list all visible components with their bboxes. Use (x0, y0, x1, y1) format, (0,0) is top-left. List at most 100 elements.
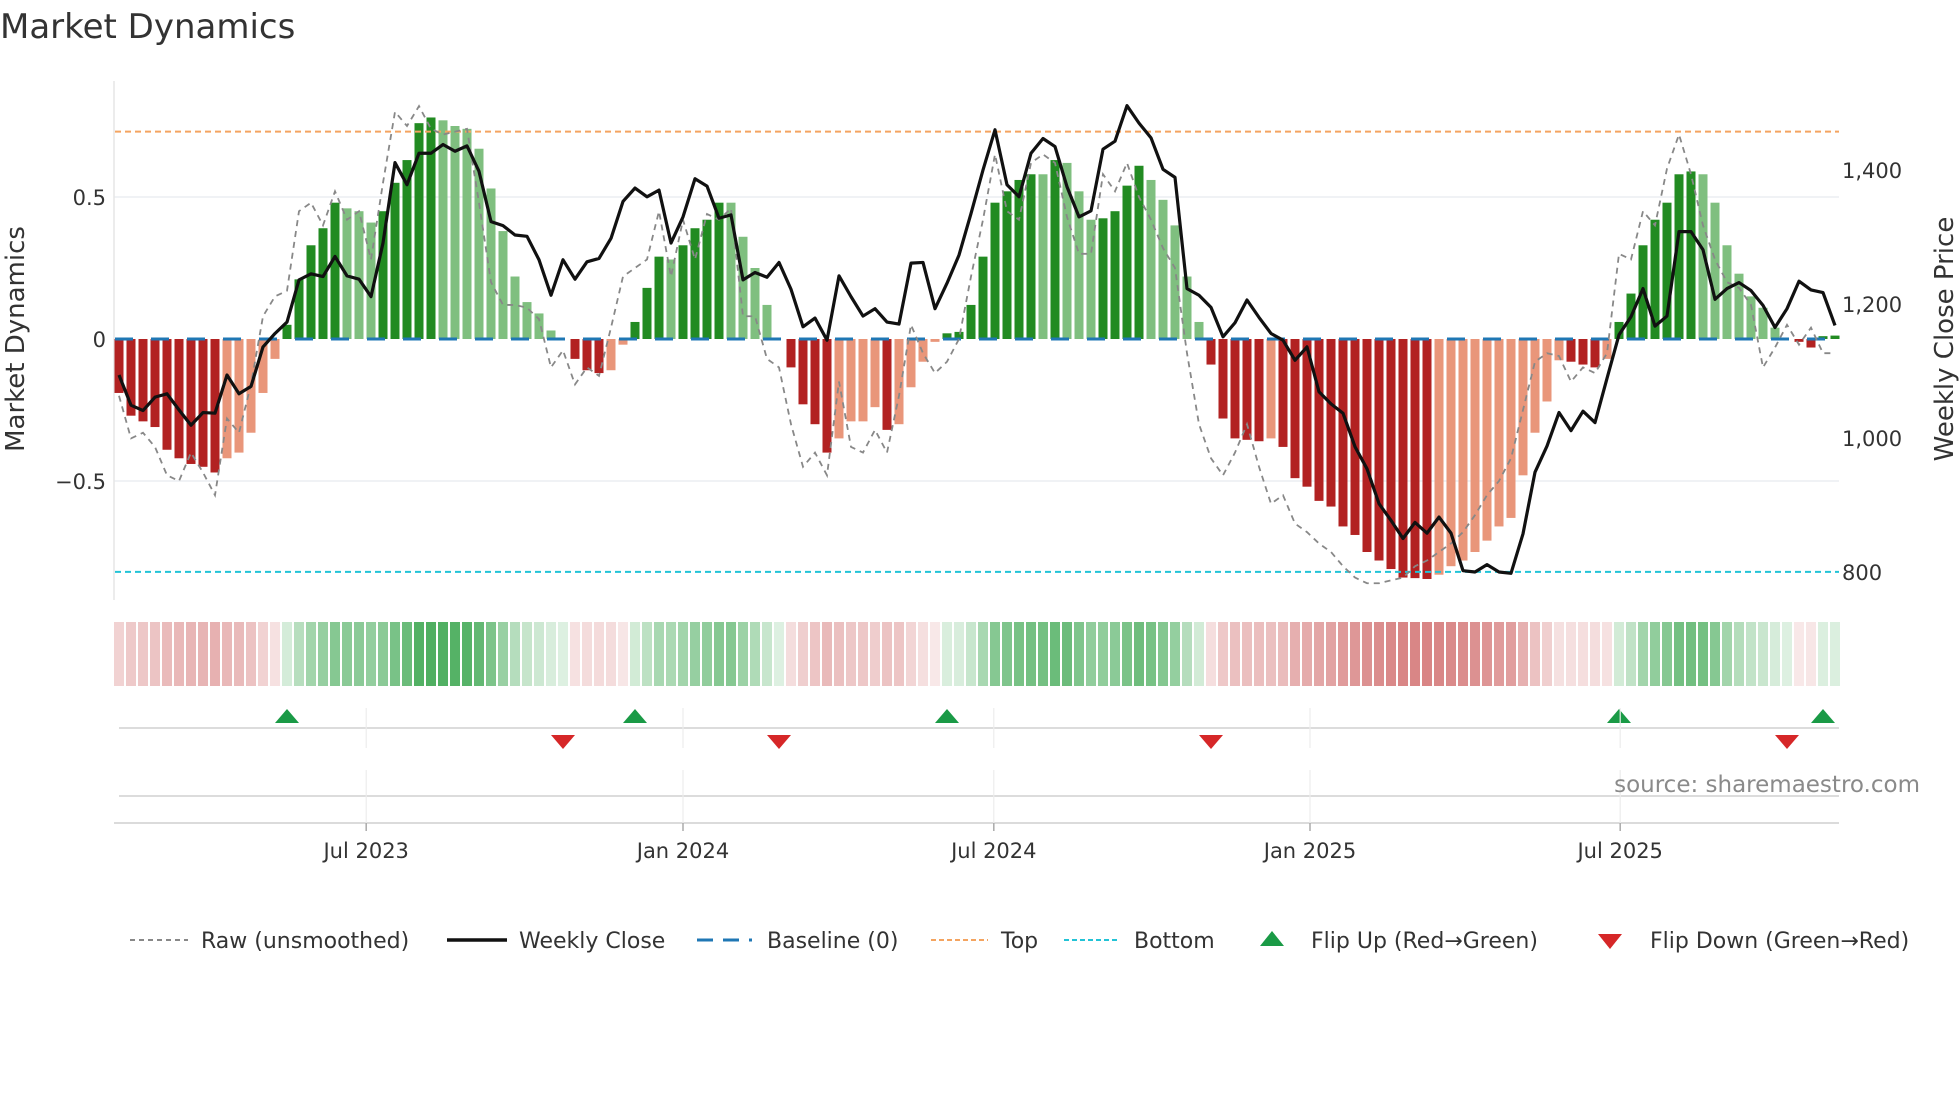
bar (846, 339, 856, 422)
strip-cell (726, 622, 736, 686)
strip-cell (126, 622, 136, 686)
strip-cell (1806, 622, 1816, 686)
strip-cell (882, 622, 892, 686)
bar (534, 313, 544, 339)
bar (1362, 339, 1372, 552)
bar (1242, 339, 1252, 440)
bar (222, 339, 232, 459)
bar (678, 245, 688, 339)
strip-cell (186, 622, 196, 686)
bar (234, 339, 244, 453)
strip-cell (1374, 622, 1384, 686)
strip-cell (954, 622, 964, 686)
strip-cell (1194, 622, 1204, 686)
bar (1758, 307, 1768, 339)
strip-cell (354, 622, 364, 686)
bar (1326, 339, 1336, 507)
bar (1218, 339, 1228, 419)
strip-cell (642, 622, 652, 686)
bar (414, 123, 424, 339)
bar (546, 330, 556, 339)
bar (258, 339, 268, 393)
bar (378, 211, 388, 339)
bar (1170, 225, 1180, 339)
strip-cell (150, 622, 160, 686)
flip-up-marker (1607, 709, 1631, 723)
strip-cell (606, 622, 616, 686)
bar (1830, 335, 1840, 339)
bar (1506, 339, 1516, 518)
strip-cell (318, 622, 328, 686)
bar (990, 202, 1000, 339)
strip-cell (366, 622, 376, 686)
strip-cell (582, 622, 592, 686)
smoothed-bars (114, 117, 1840, 579)
strip-cell (294, 622, 304, 686)
bar (150, 339, 160, 428)
strip-cell (1638, 622, 1648, 686)
bar (294, 279, 304, 339)
chart-title: Market Dynamics (0, 7, 295, 47)
strip-cell (1554, 622, 1564, 686)
x-tick-label: Jul 2024 (949, 839, 1036, 863)
strip-cell (762, 622, 772, 686)
strip-cell (1482, 622, 1492, 686)
strip-cell (1698, 622, 1708, 686)
strip-cell (162, 622, 172, 686)
bar (1098, 218, 1108, 339)
strip-cell (1026, 622, 1036, 686)
bar (702, 219, 712, 339)
strip-cell (906, 622, 916, 686)
strip-cell (1326, 622, 1336, 686)
y2-tick-label: 800 (1842, 561, 1882, 585)
strip-cell (1674, 622, 1684, 686)
strip-cell (1710, 622, 1720, 686)
bar (978, 256, 988, 339)
strip-cell (462, 622, 472, 686)
bar (1710, 202, 1720, 339)
x-tick-label: Jul 2025 (1575, 839, 1662, 863)
bar (138, 339, 148, 422)
bar (270, 339, 280, 359)
strip-cell (522, 622, 532, 686)
bar (186, 339, 196, 464)
strip-cell (930, 622, 940, 686)
strip-cell (402, 622, 412, 686)
strip-cell (1794, 622, 1804, 686)
strip-cell (1170, 622, 1180, 686)
bar (594, 339, 604, 374)
bar (1650, 219, 1660, 339)
bar (786, 339, 796, 368)
bar (606, 339, 616, 371)
strip-cell (1614, 622, 1624, 686)
strip-cell (1254, 622, 1264, 686)
strip-cell (1050, 622, 1060, 686)
strip-cell (1494, 622, 1504, 686)
bar (750, 268, 760, 339)
bar (714, 202, 724, 339)
strip-cell (198, 622, 208, 686)
strip-cell (1338, 622, 1348, 686)
bar (1482, 339, 1492, 541)
bar (882, 339, 892, 430)
strip-cell (1014, 622, 1024, 686)
strip-cell (390, 622, 400, 686)
strip-cell (246, 622, 256, 686)
bar (1146, 179, 1156, 339)
y2-tick-label: 1,200 (1842, 293, 1902, 317)
bar (282, 324, 292, 339)
bar (1122, 185, 1132, 339)
bar (1770, 327, 1780, 339)
strip-cell (1578, 622, 1588, 686)
strip-cell (1086, 622, 1096, 686)
strip-cell (858, 622, 868, 686)
bar (1794, 339, 1804, 342)
strip-cell (1122, 622, 1132, 686)
strip-cell (1134, 622, 1144, 686)
bar (1338, 339, 1348, 527)
bar (1182, 276, 1192, 339)
bar (366, 222, 376, 339)
strip-cell (1566, 622, 1576, 686)
strip-cell (330, 622, 340, 686)
bar (666, 259, 676, 339)
